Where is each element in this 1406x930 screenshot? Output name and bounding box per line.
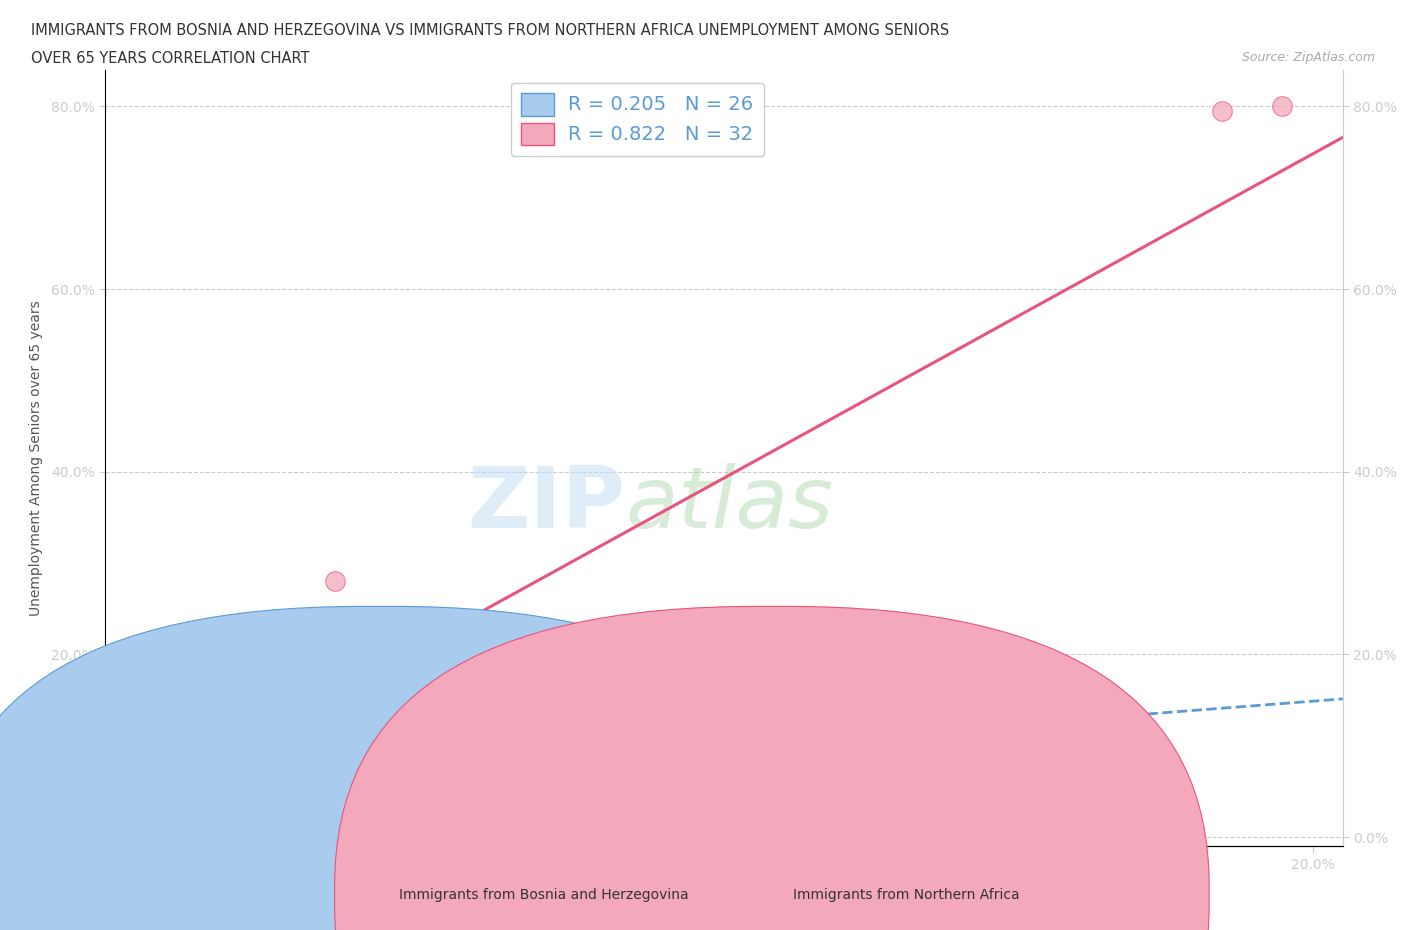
Point: [155, 665, 177, 680]
Point: [112, 825, 135, 840]
Point: [107, 820, 129, 835]
Text: Immigrants from Northern Africa: Immigrants from Northern Africa: [793, 887, 1019, 902]
Point: [155, 702, 177, 717]
Y-axis label: Unemployment Among Seniors over 65 years: Unemployment Among Seniors over 65 years: [30, 300, 42, 616]
Point: [100, 825, 122, 840]
Point: [457, 738, 479, 753]
Point: [276, 803, 298, 817]
Point: [100, 820, 122, 835]
Point: [112, 825, 135, 840]
Point: [112, 816, 135, 830]
Point: [131, 674, 153, 689]
Text: atlas: atlas: [626, 463, 834, 546]
Text: OVER 65 YEARS CORRELATION CHART: OVER 65 YEARS CORRELATION CHART: [31, 51, 309, 66]
Point: [637, 748, 659, 763]
Point: [136, 702, 159, 717]
Point: [100, 812, 122, 827]
Point: [112, 807, 135, 822]
Point: [131, 825, 153, 840]
Point: [131, 816, 153, 830]
Point: [167, 748, 190, 763]
Point: [305, 748, 328, 763]
Point: [107, 812, 129, 827]
Legend: R = 0.205   N = 26, R = 0.822   N = 32: R = 0.205 N = 26, R = 0.822 N = 32: [510, 83, 765, 155]
Text: IMMIGRANTS FROM BOSNIA AND HERZEGOVINA VS IMMIGRANTS FROM NORTHERN AFRICA UNEMPL: IMMIGRANTS FROM BOSNIA AND HERZEGOVINA V…: [31, 23, 949, 38]
Point: [167, 720, 190, 735]
Point: [728, 748, 751, 763]
Point: [118, 816, 141, 830]
Point: [142, 674, 165, 689]
Point: [142, 711, 165, 725]
Point: [245, 738, 267, 753]
Text: Immigrants from Bosnia and Herzegovina: Immigrants from Bosnia and Herzegovina: [399, 887, 689, 902]
Point: [112, 812, 135, 827]
Point: [124, 825, 146, 840]
Point: [366, 757, 388, 772]
Point: [184, 657, 207, 671]
Point: [107, 820, 129, 835]
Point: [118, 825, 141, 840]
Point: [112, 820, 135, 835]
Point: [136, 693, 159, 708]
Point: [107, 803, 129, 817]
Point: [136, 684, 159, 698]
Point: [107, 825, 129, 840]
Point: [215, 757, 238, 772]
Point: [637, 765, 659, 780]
Text: Source: ZipAtlas.com: Source: ZipAtlas.com: [1241, 51, 1375, 64]
Point: [107, 825, 129, 840]
Point: [131, 693, 153, 708]
Point: [118, 816, 141, 830]
Point: [149, 684, 172, 698]
Point: [100, 812, 122, 827]
Point: [323, 574, 346, 589]
Point: [112, 816, 135, 830]
Point: [396, 757, 419, 772]
Point: [124, 820, 146, 835]
Point: [155, 738, 177, 753]
Point: [124, 812, 146, 827]
Point: [1271, 99, 1294, 113]
Point: [124, 816, 146, 830]
Point: [100, 820, 122, 835]
Point: [107, 812, 129, 827]
Point: [1211, 103, 1233, 118]
Point: [118, 825, 141, 840]
Point: [124, 825, 146, 840]
Point: [100, 825, 122, 840]
Text: ZIP: ZIP: [467, 463, 626, 546]
